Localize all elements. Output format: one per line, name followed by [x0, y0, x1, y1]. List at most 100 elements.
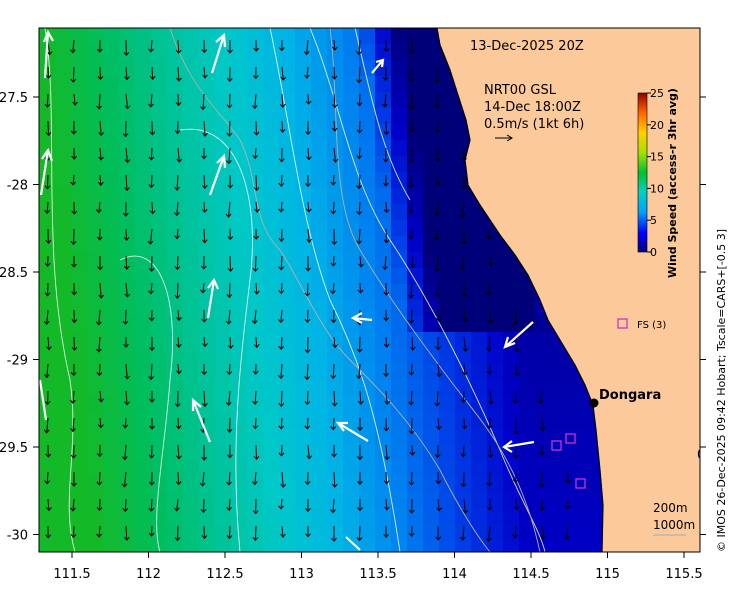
current-arrow	[252, 498, 259, 515]
field-cell	[263, 540, 280, 552]
field-cell	[279, 220, 296, 237]
field-cell	[423, 172, 440, 189]
field-cell	[439, 140, 456, 157]
field-cell	[407, 348, 424, 365]
field-cell	[231, 380, 248, 397]
field-cell	[375, 396, 392, 413]
x-tick-label: 114	[442, 567, 467, 582]
current-arrow	[540, 525, 547, 540]
current-arrow	[148, 282, 154, 295]
field-cell	[295, 204, 312, 221]
field-cell	[391, 156, 408, 173]
field-cell	[215, 252, 232, 269]
field-cell	[567, 380, 584, 397]
current-arrow	[43, 309, 50, 325]
colorbar-ticks: 25 20 15 10 5 0	[647, 87, 664, 259]
field-cell	[119, 236, 136, 253]
field-cell	[103, 300, 120, 317]
field-cell	[151, 524, 168, 541]
current-arrow	[435, 525, 442, 541]
field-cell	[167, 332, 184, 349]
current-arrow	[280, 525, 286, 538]
current-arrow	[459, 201, 466, 218]
current-arrow	[512, 471, 519, 484]
field-cell	[215, 348, 232, 365]
current-arrow	[461, 228, 467, 245]
field-cell	[263, 44, 280, 61]
field-cell	[87, 108, 104, 125]
current-arrow	[460, 444, 467, 458]
field-cell	[151, 220, 168, 237]
field-cell	[247, 172, 264, 189]
field-cell	[375, 540, 392, 552]
field-cell	[391, 188, 408, 205]
field-cell	[231, 348, 248, 365]
field-cell	[359, 300, 376, 317]
field-cell	[391, 492, 408, 509]
field-cell	[311, 188, 328, 205]
field-cell	[151, 316, 168, 333]
current-arrow	[253, 120, 260, 136]
current-arrow	[98, 147, 104, 161]
field-cell	[183, 156, 200, 173]
field-cell	[167, 476, 184, 493]
current-arrow	[174, 282, 181, 299]
field-cell	[439, 316, 456, 333]
field-cell	[359, 60, 376, 77]
field-cell	[567, 444, 584, 461]
field-cell	[359, 108, 376, 125]
field-cell	[423, 492, 440, 509]
field-cell	[407, 476, 424, 493]
colorbar-tick-label: 10	[650, 182, 664, 195]
field-cell	[167, 172, 184, 189]
x-tick-label: 115	[595, 567, 620, 582]
current-arrow	[97, 174, 104, 186]
current-arrow	[174, 174, 180, 191]
current-arrow	[331, 526, 337, 542]
plot-frame	[38, 27, 701, 553]
current-arrow	[279, 93, 286, 108]
current-arrow	[70, 525, 77, 539]
field-cell	[231, 508, 248, 525]
field-cell	[455, 428, 472, 445]
current-arrow	[70, 444, 77, 459]
field-cell	[423, 444, 440, 461]
field-cell	[247, 332, 264, 349]
field-cell	[119, 348, 136, 365]
current-arrow	[513, 444, 519, 460]
current-arrow	[462, 336, 469, 352]
field-cell	[311, 348, 328, 365]
current-arrow	[408, 471, 415, 486]
field-cell	[87, 444, 104, 461]
current-arrow	[305, 255, 311, 272]
field-cell	[87, 252, 104, 269]
field-cell	[295, 332, 312, 349]
field-cell	[119, 316, 136, 333]
field-cell	[103, 140, 120, 157]
current-arrow	[304, 282, 311, 297]
field-cell	[439, 524, 456, 541]
field-cell	[279, 444, 296, 461]
current-arrow	[331, 66, 338, 80]
field-cell	[279, 252, 296, 269]
field-cell	[343, 412, 360, 429]
field-cell	[39, 380, 56, 397]
field-cell	[55, 268, 72, 285]
y-tick-label: -29	[7, 354, 28, 369]
field-cell	[423, 28, 440, 45]
field-cell	[359, 348, 376, 365]
field-cell	[71, 124, 88, 141]
field-cell	[103, 188, 120, 205]
field-cell	[359, 396, 376, 413]
field-cell	[423, 108, 440, 125]
current-arrow	[124, 174, 130, 192]
current-arrow	[306, 201, 312, 213]
field-cell	[423, 204, 440, 221]
field-cell	[263, 236, 280, 253]
current-arrow	[124, 66, 130, 81]
current-arrow	[435, 309, 442, 322]
field-cell	[327, 492, 344, 509]
current-arrow	[46, 498, 52, 512]
field-cell	[359, 92, 376, 109]
field-cell	[71, 300, 88, 317]
